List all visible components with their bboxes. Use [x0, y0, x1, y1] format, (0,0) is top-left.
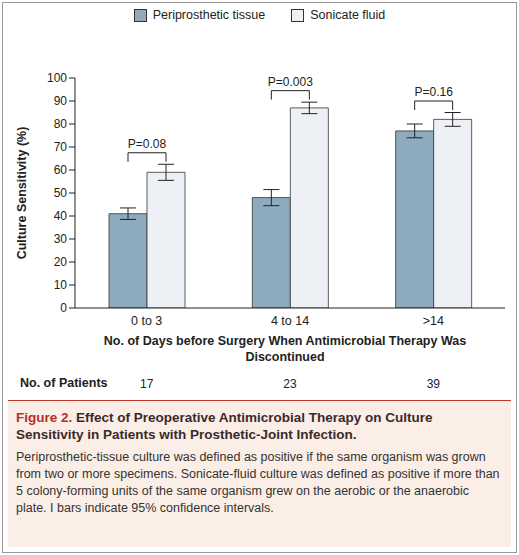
html-text:23: 23 — [283, 377, 297, 391]
html-text:17: 17 — [140, 377, 154, 391]
html-text:No. of Patients: No. of Patients — [20, 376, 108, 390]
html-text:39: 39 — [426, 377, 440, 391]
svg-text:70: 70 — [54, 140, 68, 154]
html-text:Figure 2. Effect of Preoperati: Figure 2. Effect of Preoperative Antimic… — [16, 410, 433, 442]
html-text:No. of Days before Surgery Whe: No. of Days before Surgery When Antimicr… — [103, 334, 467, 364]
svg-text:10: 10 — [54, 278, 68, 292]
svg-text:100: 100 — [47, 71, 67, 85]
svg-text:50: 50 — [54, 186, 68, 200]
html-text:Periprosthetic-tissue culture: Periprosthetic-tissue culture was define… — [16, 450, 500, 515]
svg-text:60: 60 — [54, 163, 68, 177]
svg-text:0 to 3: 0 to 3 — [131, 314, 162, 328]
html-text:Sonicate fluid: Sonicate fluid — [310, 8, 386, 22]
svg-text:90: 90 — [54, 94, 68, 108]
svg-text:30: 30 — [54, 232, 68, 246]
svg-text:0: 0 — [60, 301, 67, 315]
svg-text:>14: >14 — [423, 314, 444, 328]
svg-text:20: 20 — [54, 255, 68, 269]
svg-text:80: 80 — [54, 117, 68, 131]
svg-text:40: 40 — [54, 209, 68, 223]
svg-text:Culture Sensitivity (%): Culture Sensitivity (%) — [15, 127, 29, 260]
svg-text:4 to 14: 4 to 14 — [271, 314, 309, 328]
svg-text:P=0.08: P=0.08 — [128, 137, 167, 151]
html-text:Periprosthetic tissue: Periprosthetic tissue — [152, 8, 266, 22]
svg-text:P=0.003: P=0.003 — [268, 75, 313, 89]
svg-text:P=0.16: P=0.16 — [414, 85, 453, 99]
